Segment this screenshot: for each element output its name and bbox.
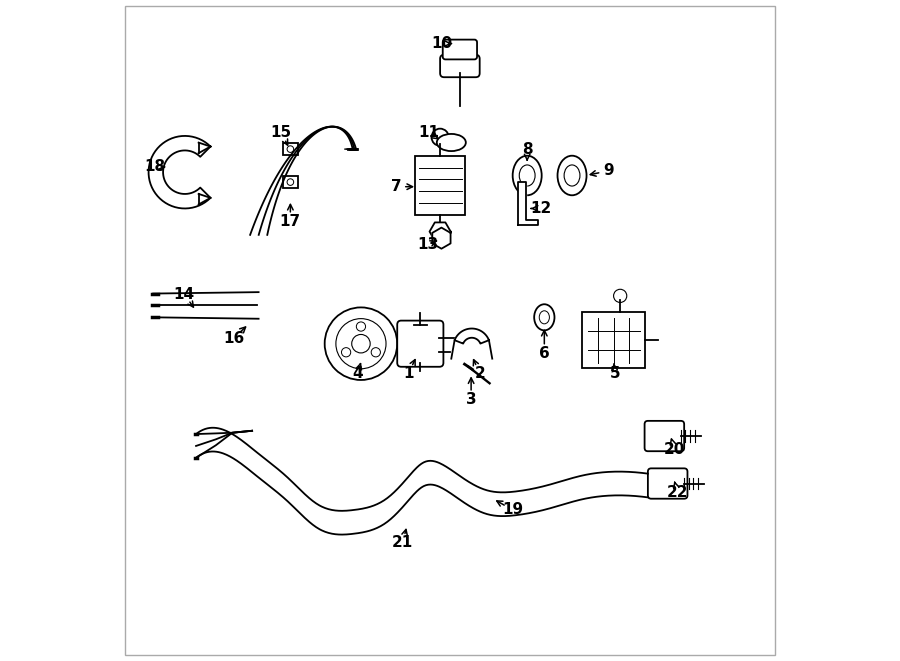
Circle shape — [436, 233, 447, 244]
Text: 14: 14 — [174, 287, 194, 301]
FancyBboxPatch shape — [443, 40, 477, 59]
Text: 5: 5 — [609, 366, 620, 381]
Text: 3: 3 — [466, 392, 476, 407]
Bar — [284, 176, 298, 188]
Circle shape — [614, 290, 626, 303]
Text: 9: 9 — [603, 163, 614, 178]
Ellipse shape — [436, 134, 466, 151]
Circle shape — [336, 319, 386, 369]
Text: 8: 8 — [522, 141, 533, 157]
Text: 4: 4 — [352, 366, 363, 381]
Text: 11: 11 — [418, 125, 439, 140]
Text: 21: 21 — [392, 535, 413, 551]
Text: 7: 7 — [391, 179, 401, 194]
FancyBboxPatch shape — [397, 321, 444, 367]
Text: 17: 17 — [280, 214, 301, 229]
Text: 1: 1 — [403, 366, 414, 381]
Text: 18: 18 — [144, 159, 165, 175]
FancyBboxPatch shape — [644, 421, 684, 451]
Text: 6: 6 — [539, 346, 550, 361]
Bar — [416, 156, 464, 215]
Text: 2: 2 — [474, 366, 485, 381]
Circle shape — [287, 178, 293, 185]
Ellipse shape — [519, 165, 536, 186]
Polygon shape — [432, 227, 451, 249]
Text: 10: 10 — [431, 36, 452, 51]
Polygon shape — [148, 136, 211, 208]
Text: 15: 15 — [271, 125, 292, 140]
Ellipse shape — [539, 311, 549, 324]
Circle shape — [356, 322, 365, 331]
Ellipse shape — [535, 304, 554, 330]
Circle shape — [352, 334, 370, 353]
Circle shape — [287, 146, 293, 153]
Bar — [582, 313, 645, 368]
Text: 13: 13 — [417, 237, 438, 253]
FancyBboxPatch shape — [440, 55, 480, 77]
Polygon shape — [518, 182, 537, 225]
Circle shape — [325, 307, 397, 380]
Text: 20: 20 — [663, 442, 685, 457]
Text: 22: 22 — [667, 485, 688, 500]
Circle shape — [431, 129, 449, 146]
Text: 16: 16 — [223, 331, 244, 346]
Bar — [284, 143, 298, 155]
Circle shape — [371, 348, 381, 357]
Polygon shape — [454, 329, 489, 344]
Circle shape — [341, 348, 351, 357]
Text: 19: 19 — [502, 502, 523, 518]
Ellipse shape — [513, 156, 542, 195]
Ellipse shape — [557, 156, 587, 195]
Ellipse shape — [564, 165, 580, 186]
FancyBboxPatch shape — [648, 469, 688, 498]
Text: 12: 12 — [530, 201, 552, 216]
